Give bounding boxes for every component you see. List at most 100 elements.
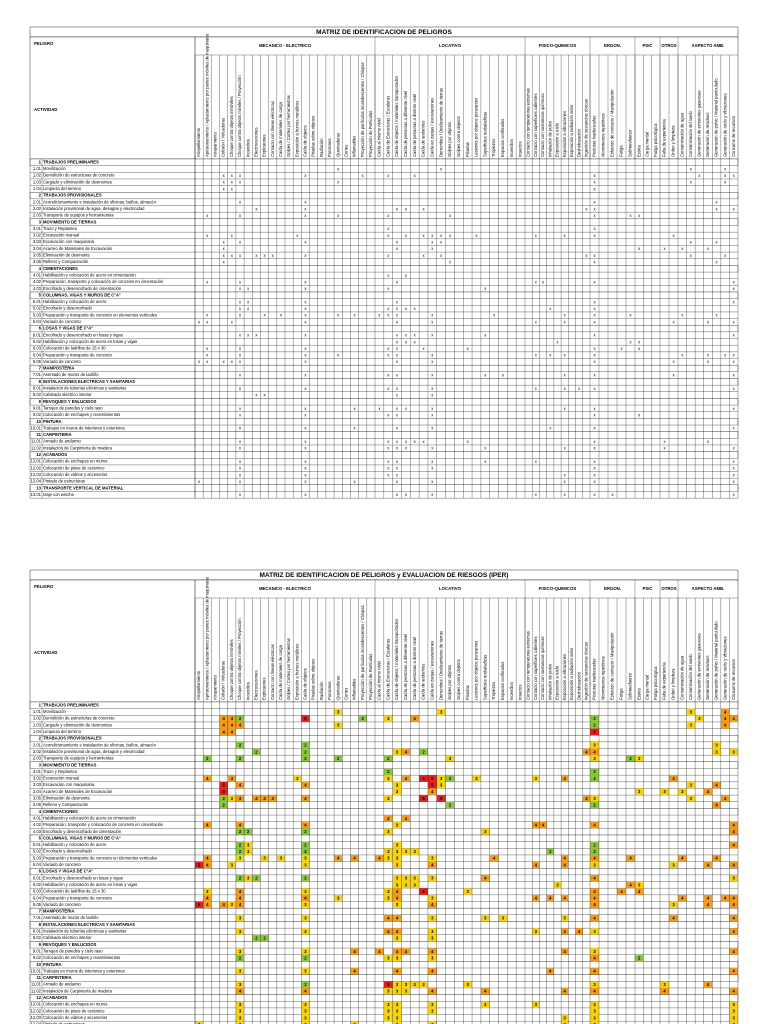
activity-num: 8.02 [33, 935, 42, 940]
risk-cell [301, 948, 310, 955]
risk-cell [427, 928, 437, 935]
hazard-mark: x [593, 259, 596, 264]
hazard-mark: x [733, 299, 736, 304]
section-num: 4 [39, 809, 42, 814]
hazard-mark: x [593, 319, 596, 324]
section-label: TRANSPORTE VERTICAL DE MATERIAL [43, 485, 124, 490]
section-num: 8 [39, 379, 42, 384]
risk-cell [436, 708, 446, 716]
activity-label: Cableado eléctrico interior [43, 935, 92, 940]
hazard-column: Exposición a vibraciones [562, 111, 567, 157]
risk-cell [590, 795, 599, 802]
hazard-mark: x [733, 472, 736, 477]
hazard-column: Incendios [245, 139, 250, 157]
risk-value: 4 [715, 802, 718, 807]
hazard-mark: x [223, 173, 226, 178]
hazard-mark: x [247, 286, 250, 291]
hazard-mark: x [304, 373, 307, 378]
risk-cell [219, 715, 228, 722]
risk-value: 2 [304, 955, 307, 960]
activity-label: Instalación provisional de agua, desagüe… [43, 206, 145, 211]
hazard-mark: x [405, 206, 408, 211]
risk-value: 2 [255, 749, 258, 754]
activity-label: Limpieza del terreno [43, 729, 82, 734]
hazard-mark: x [378, 406, 381, 411]
risk-value: 3 [466, 982, 469, 987]
hazard-column: Falta de experiencia [662, 662, 667, 700]
hazard-mark: x [556, 339, 559, 344]
risk-cell [427, 861, 437, 869]
risk-value: 4 [431, 969, 434, 974]
risk-cell [561, 775, 569, 782]
hazard-mark: x [629, 213, 632, 218]
hazard-column: Electrocuciones [253, 670, 258, 700]
hazard-mark: x [449, 259, 452, 264]
activity-label: Eliminación de desmonte [43, 796, 90, 801]
hazard-column: Proyección de Partículas [368, 111, 373, 157]
risk-value: 3 [304, 1002, 307, 1007]
hazard-column: Generación de polvo / Material particula… [714, 621, 719, 700]
risk-value: 3 [304, 949, 307, 954]
risk-value: 4 [733, 969, 736, 974]
activity-label: Instalación de Carpintería de madera [43, 445, 113, 450]
hazard-column: Caída en zanjas / excavaciones [429, 641, 434, 700]
hazard-mark: x [387, 286, 390, 291]
risk-cell [235, 987, 245, 995]
hazard-column: Contacto con superficies calientes [533, 636, 538, 700]
activity-num: 10.01 [31, 968, 42, 973]
risk-cell [480, 1001, 490, 1008]
hazard-mark: x [304, 466, 307, 471]
risk-cell [427, 874, 437, 882]
hazard-column: Choque contra objetos móviles / Proyecci… [237, 75, 242, 157]
risk-value: 2 [206, 756, 209, 761]
hazard-mark: x [414, 333, 417, 338]
header-box [29, 36, 739, 160]
risk-cell [729, 1007, 738, 1015]
hazard-column: Consumo de recursos [731, 116, 736, 157]
activity-num: 2.02 [33, 749, 42, 754]
risk-value: 2 [593, 802, 596, 807]
risk-value: 4 [405, 949, 408, 954]
activity-label: Trazo y Replanteo [43, 769, 78, 774]
risk-cell [729, 987, 738, 995]
risk-value: 5 [198, 862, 201, 867]
hazard-mark: x [422, 253, 425, 258]
risk-cell [383, 894, 393, 902]
section-row [29, 325, 739, 333]
hazard-column: Superficies resbaladizas [482, 112, 487, 157]
risk-value: 3 [396, 822, 399, 827]
risk-cell [678, 854, 687, 862]
section-label: CIMENTACIONES [43, 809, 78, 814]
risk-cell [235, 874, 245, 882]
risk-value: 5 [422, 776, 425, 781]
risk-value: 2 [304, 743, 307, 748]
risk-cell [235, 928, 245, 935]
risk-value: 3 [396, 1009, 399, 1014]
hazard-mark: x [239, 313, 242, 318]
hazard-mark: x [638, 339, 641, 344]
risk-cell [383, 755, 393, 762]
section-label: REVOQUES Y ENLUCIDOS [43, 399, 97, 404]
risk-value: 3 [280, 856, 283, 861]
hazard-column: Atropellamiento [196, 127, 201, 157]
risk-value: 2 [304, 876, 307, 881]
hazard-mark: x [484, 373, 487, 378]
risk-cell [334, 894, 343, 902]
risk-value: 3 [396, 935, 399, 940]
risk-value: 3 [484, 916, 487, 921]
hazard-mark: x [304, 439, 307, 444]
hazard-mark: x [296, 233, 299, 238]
risk-value: 4 [304, 896, 307, 901]
risk-value: 3 [304, 856, 307, 861]
risk-cell [235, 901, 245, 909]
hazard-mark: x [431, 246, 434, 251]
section-num: 6 [39, 869, 42, 874]
section-num: 2 [39, 193, 42, 198]
risk-cell [235, 888, 245, 895]
activity-num: 2.01 [33, 199, 42, 204]
activity-label: Acondicionamiento e instalación de ofici… [43, 199, 157, 204]
hazard-column: Proyección de Partículas [368, 654, 373, 700]
risk-cell [350, 854, 359, 862]
activity-num: 3.01 [33, 226, 42, 231]
risk-value: 3 [387, 1015, 390, 1020]
